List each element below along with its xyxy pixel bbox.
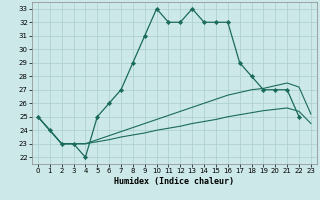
X-axis label: Humidex (Indice chaleur): Humidex (Indice chaleur) [115,177,234,186]
